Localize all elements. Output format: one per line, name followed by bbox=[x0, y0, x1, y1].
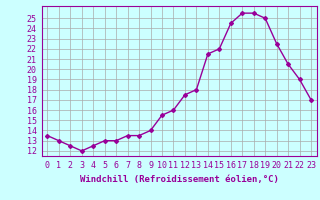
X-axis label: Windchill (Refroidissement éolien,°C): Windchill (Refroidissement éolien,°C) bbox=[80, 175, 279, 184]
